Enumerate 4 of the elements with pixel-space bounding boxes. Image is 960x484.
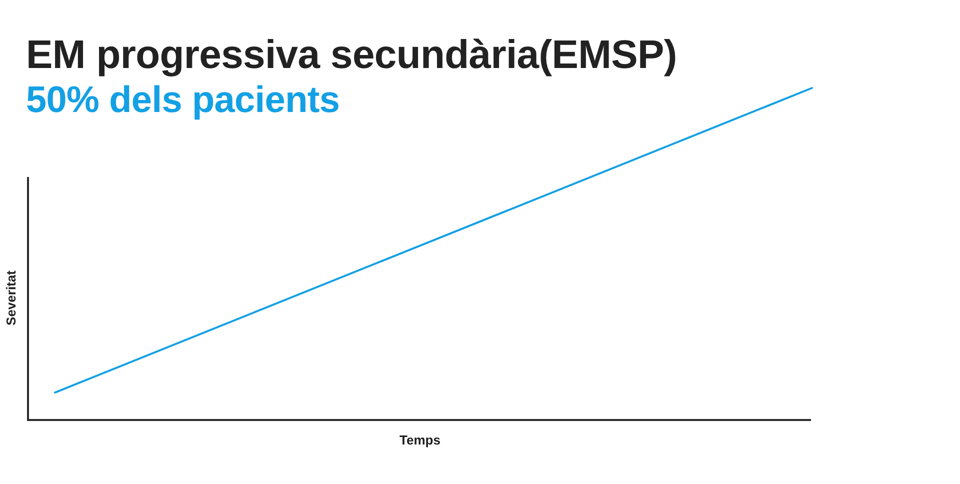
chart-title: EM progressiva secundària(EMSP) xyxy=(26,32,677,78)
x-axis-title: Temps xyxy=(400,432,440,448)
chart-subtitle: 50% dels pacients xyxy=(26,79,340,121)
y-axis-title: Severitat xyxy=(4,270,19,326)
